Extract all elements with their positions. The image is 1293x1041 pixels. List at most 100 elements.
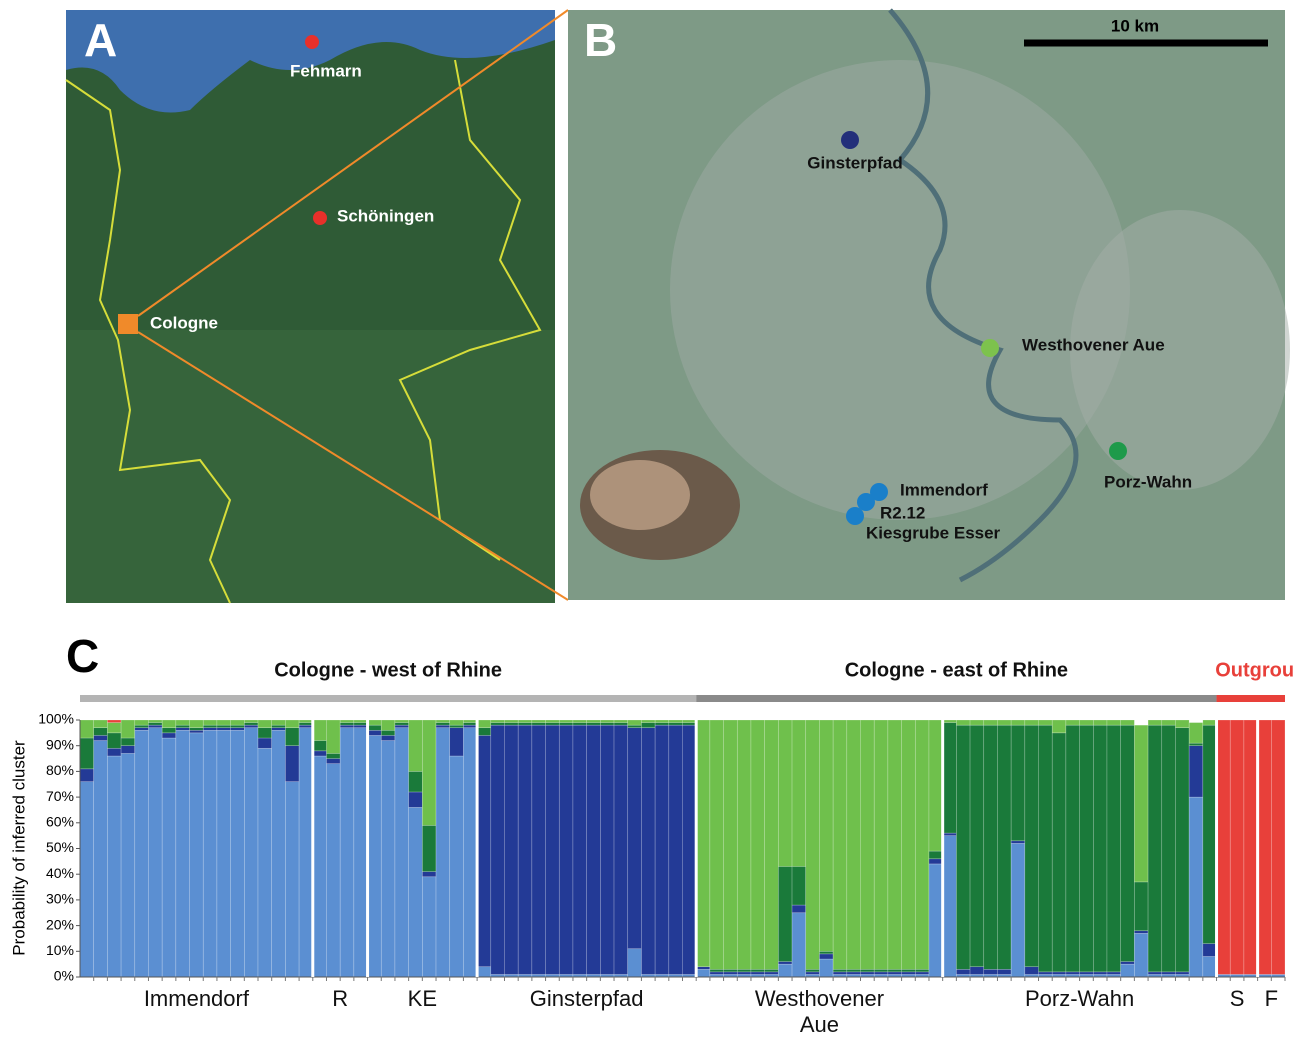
bar-segment: [1121, 964, 1135, 977]
bar-segment: [504, 720, 518, 723]
bar-segment: [477, 735, 491, 966]
bar-segment: [1217, 720, 1231, 974]
bar-segment: [422, 877, 436, 977]
bar-segment: [1162, 720, 1176, 725]
bar-segment: [997, 720, 1011, 725]
bar-segment: [107, 723, 121, 733]
bar-segment: [148, 723, 162, 726]
bar-segment: [518, 723, 532, 726]
bar-segment: [765, 720, 779, 969]
bar-segment: [696, 969, 710, 977]
bar-segment: [655, 725, 669, 974]
bar-segment: [765, 969, 779, 972]
bar-segment: [231, 730, 245, 977]
region-bar: [80, 695, 696, 702]
bar-segment: [1039, 725, 1053, 972]
bar-segment: [121, 753, 135, 977]
bar-segment: [162, 733, 176, 738]
page: A Fehmarn Schöningen Cologne B 10 km Gin…: [0, 0, 1293, 1041]
bar-segment: [614, 720, 628, 723]
bar-segment: [819, 951, 833, 954]
bar-segment: [258, 728, 272, 738]
bar-segment: [792, 913, 806, 977]
bar-segment: [326, 720, 340, 753]
bar-segment: [614, 723, 628, 726]
bar-segment: [176, 725, 190, 728]
y-tick-label: 100%: [38, 711, 74, 727]
place-label: R2.12: [880, 503, 925, 522]
bar-segment: [929, 851, 943, 859]
bar-segment: [409, 807, 423, 977]
bar-segment: [299, 728, 313, 977]
bar-segment: [94, 735, 108, 740]
bar-segment: [1011, 725, 1025, 841]
bar-segment: [422, 720, 436, 825]
bar-segment: [354, 720, 368, 723]
bar-segment: [1203, 725, 1217, 943]
place-label: Immendorf: [900, 480, 988, 499]
bar-segment: [1011, 720, 1025, 725]
bar-segment: [203, 730, 217, 977]
bar-segment: [504, 723, 518, 726]
bar-segment: [778, 720, 792, 866]
bar-segment: [176, 730, 190, 977]
bar-segment: [724, 969, 738, 972]
bar-segment: [943, 833, 957, 836]
bar-segment: [915, 969, 929, 972]
bar-segment: [573, 720, 587, 723]
bar-segment: [477, 967, 491, 977]
bar-segment: [641, 720, 655, 723]
bar-segment: [1175, 720, 1189, 728]
bar-segment: [326, 759, 340, 764]
bar-segment: [669, 723, 683, 726]
bar-segment: [956, 969, 970, 974]
y-tick-label: 60%: [46, 814, 74, 830]
bar-segment: [710, 972, 724, 975]
bar-segment: [518, 720, 532, 723]
bar-segment: [368, 735, 382, 977]
bar-segment: [600, 720, 614, 723]
bar-segment: [354, 728, 368, 977]
bar-segment: [847, 720, 861, 969]
place-label: Cologne: [150, 313, 218, 332]
bar-segment: [1203, 720, 1217, 725]
bar-segment: [313, 756, 327, 977]
bar-segment: [121, 720, 135, 738]
bar-segment: [819, 720, 833, 951]
bar-segment: [1258, 720, 1272, 974]
bar-segment: [299, 725, 313, 728]
bar-segment: [395, 725, 409, 728]
bar-segment: [231, 720, 245, 725]
y-axis-label: Probability of inferred cluster: [9, 740, 28, 956]
bar-segment: [874, 969, 888, 972]
bar-segment: [833, 972, 847, 975]
bar-segment: [683, 720, 697, 723]
bar-segment: [532, 723, 546, 726]
bar-segment: [450, 720, 464, 725]
bar-segment: [600, 725, 614, 974]
bar-segment: [395, 728, 409, 977]
bar-segment: [819, 959, 833, 977]
bar-segment: [1039, 972, 1053, 975]
bar-segment: [395, 723, 409, 726]
bar-segment: [861, 969, 875, 972]
bar-segment: [1230, 720, 1244, 974]
bar-segment: [381, 730, 395, 735]
bar-segment: [450, 756, 464, 977]
bar-segment: [1189, 746, 1203, 797]
group-label: Westhovener Aue: [754, 986, 884, 1038]
bar-segment: [231, 728, 245, 731]
bar-segment: [915, 720, 929, 969]
bar-segment: [409, 720, 423, 771]
bar-segment: [1052, 733, 1066, 972]
bar-segment: [148, 720, 162, 723]
bar-segment: [491, 725, 505, 974]
region-bar: [696, 695, 1216, 702]
place-label: Porz-Wahn: [1104, 472, 1192, 491]
bar-segment: [244, 720, 258, 723]
bar-segment: [587, 720, 601, 723]
bar-segment: [874, 972, 888, 975]
scale-label: 10 km: [1111, 16, 1159, 35]
bar-segment: [806, 972, 820, 975]
bar-segment: [176, 720, 190, 725]
